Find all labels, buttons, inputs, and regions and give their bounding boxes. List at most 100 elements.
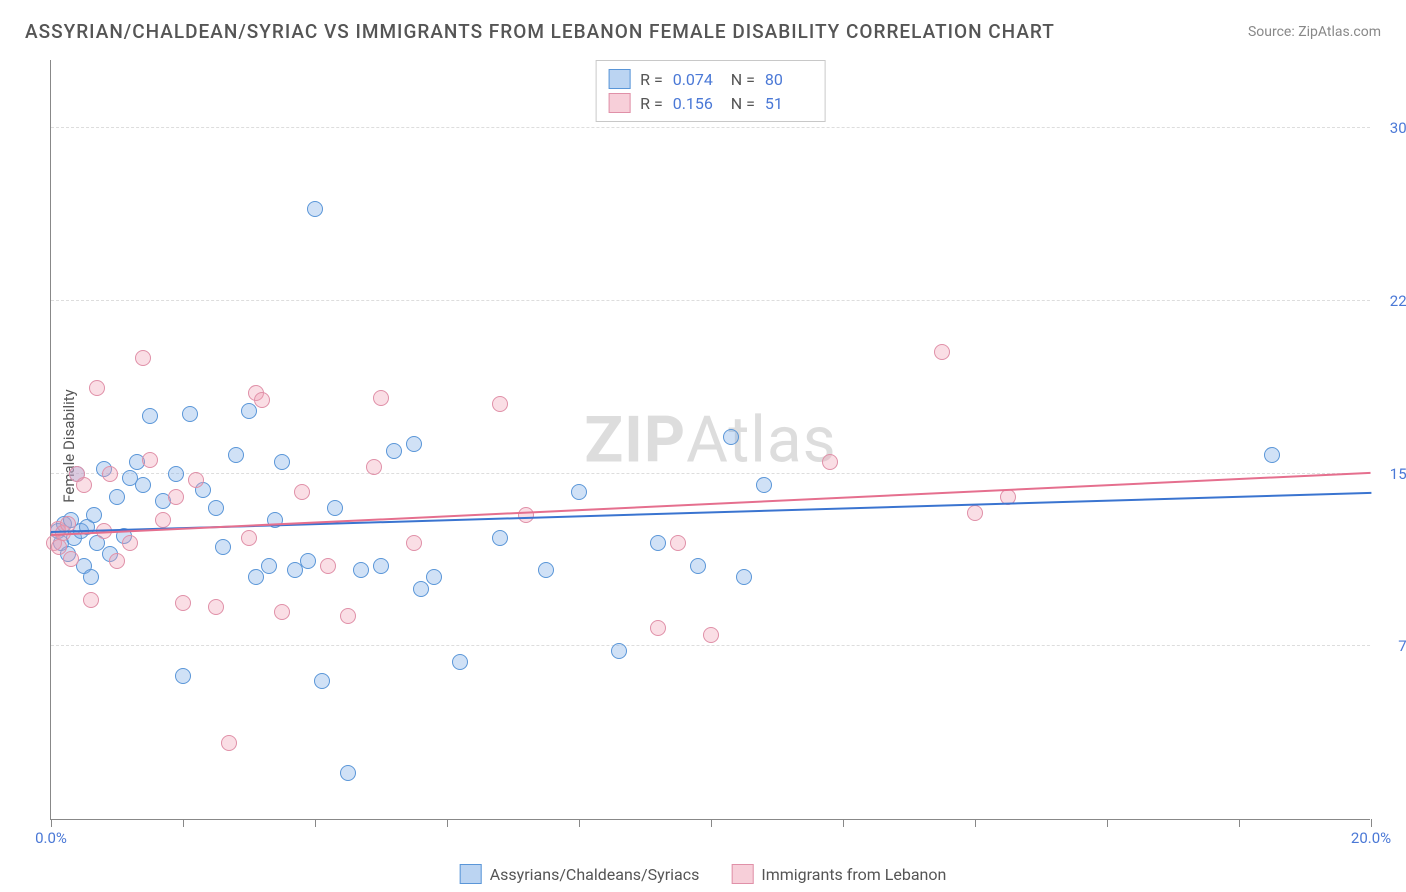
swatch-pink-icon xyxy=(608,93,630,113)
scatter-point xyxy=(366,459,382,475)
scatter-point xyxy=(703,627,719,643)
scatter-point xyxy=(109,553,125,569)
watermark-bold: ZIP xyxy=(584,402,686,477)
chart-title: ASSYRIAN/CHALDEAN/SYRIAC VS IMMIGRANTS F… xyxy=(25,20,1055,43)
y-tick-label: 15.0% xyxy=(1380,465,1406,483)
scatter-point xyxy=(241,530,257,546)
scatter-point xyxy=(228,447,244,463)
y-tick-label: 30.0% xyxy=(1380,119,1406,137)
x-tick xyxy=(1239,819,1240,827)
bottom-legend: Assyrians/Chaldeans/Syriacs Immigrants f… xyxy=(460,864,947,884)
scatter-point xyxy=(274,454,290,470)
scatter-point xyxy=(327,500,343,516)
scatter-point xyxy=(102,466,118,482)
scatter-point xyxy=(135,350,151,366)
stats-row-series1: R = 0.074 N = 80 xyxy=(608,67,813,91)
scatter-point xyxy=(340,608,356,624)
legend-item-2: Immigrants from Lebanon xyxy=(731,864,946,884)
scatter-point xyxy=(320,558,336,574)
y-tick-label: 22.5% xyxy=(1380,292,1406,310)
scatter-point xyxy=(208,599,224,615)
scatter-point xyxy=(670,535,686,551)
scatter-point xyxy=(175,668,191,684)
x-tick xyxy=(1371,819,1372,827)
scatter-point xyxy=(175,595,191,611)
scatter-point xyxy=(406,535,422,551)
scatter-point xyxy=(1264,447,1280,463)
scatter-point xyxy=(241,403,257,419)
stats-n-value-1: 80 xyxy=(765,70,813,89)
grid-line xyxy=(51,127,1370,128)
x-tick xyxy=(51,819,52,827)
stats-row-series2: R = 0.156 N = 51 xyxy=(608,91,813,115)
scatter-point xyxy=(142,452,158,468)
scatter-point xyxy=(822,454,838,470)
stats-n-value-2: 51 xyxy=(765,94,813,113)
scatter-point xyxy=(340,765,356,781)
trend-line xyxy=(51,492,1371,533)
scatter-point xyxy=(168,489,184,505)
scatter-point xyxy=(76,477,92,493)
scatter-point xyxy=(452,654,468,670)
scatter-point xyxy=(406,436,422,452)
y-tick-label: 7.5% xyxy=(1380,637,1406,655)
scatter-point xyxy=(690,558,706,574)
scatter-point xyxy=(426,569,442,585)
stats-r-value-2: 0.156 xyxy=(673,94,721,113)
stats-r-value-1: 0.074 xyxy=(673,70,721,89)
scatter-point xyxy=(736,569,752,585)
scatter-point xyxy=(294,484,310,500)
legend-label-1: Assyrians/Chaldeans/Syriacs xyxy=(490,865,700,884)
scatter-point xyxy=(261,558,277,574)
x-tick xyxy=(447,819,448,827)
x-tick xyxy=(579,819,580,827)
x-tick xyxy=(975,819,976,827)
x-tick-label: 0.0% xyxy=(35,829,67,847)
x-tick xyxy=(1107,819,1108,827)
scatter-point xyxy=(314,673,330,689)
scatter-point xyxy=(83,592,99,608)
scatter-point xyxy=(650,535,666,551)
x-tick xyxy=(711,819,712,827)
scatter-point xyxy=(492,530,508,546)
scatter-point xyxy=(135,477,151,493)
scatter-point xyxy=(538,562,554,578)
watermark: ZIPAtlas xyxy=(584,402,836,477)
scatter-point xyxy=(89,380,105,396)
plot-area: ZIPAtlas R = 0.074 N = 80 R = 0.156 N = … xyxy=(50,60,1370,820)
x-tick-label: 20.0% xyxy=(1351,829,1391,847)
scatter-point xyxy=(168,466,184,482)
scatter-point xyxy=(492,396,508,412)
scatter-point xyxy=(188,472,204,488)
scatter-point xyxy=(142,408,158,424)
scatter-point xyxy=(208,500,224,516)
scatter-point xyxy=(723,429,739,445)
scatter-point xyxy=(122,535,138,551)
scatter-point xyxy=(386,443,402,459)
scatter-point xyxy=(248,569,264,585)
scatter-point xyxy=(307,201,323,217)
trend-line xyxy=(51,472,1371,536)
scatter-point xyxy=(155,512,171,528)
swatch-pink-icon xyxy=(731,864,753,884)
watermark-rest: Atlas xyxy=(686,402,837,477)
legend-label-2: Immigrants from Lebanon xyxy=(761,865,946,884)
stats-n-label: N = xyxy=(731,94,755,113)
scatter-point xyxy=(109,489,125,505)
scatter-point xyxy=(254,392,270,408)
grid-line xyxy=(51,473,1370,474)
grid-line xyxy=(51,645,1370,646)
x-tick xyxy=(183,819,184,827)
scatter-point xyxy=(221,735,237,751)
scatter-point xyxy=(300,553,316,569)
scatter-point xyxy=(86,507,102,523)
scatter-point xyxy=(373,390,389,406)
stats-r-label: R = xyxy=(640,94,663,113)
legend-item-1: Assyrians/Chaldeans/Syriacs xyxy=(460,864,700,884)
scatter-point xyxy=(83,569,99,585)
scatter-point xyxy=(274,604,290,620)
swatch-blue-icon xyxy=(460,864,482,884)
stats-legend-box: R = 0.074 N = 80 R = 0.156 N = 51 xyxy=(595,60,826,122)
scatter-point xyxy=(571,484,587,500)
scatter-point xyxy=(413,581,429,597)
